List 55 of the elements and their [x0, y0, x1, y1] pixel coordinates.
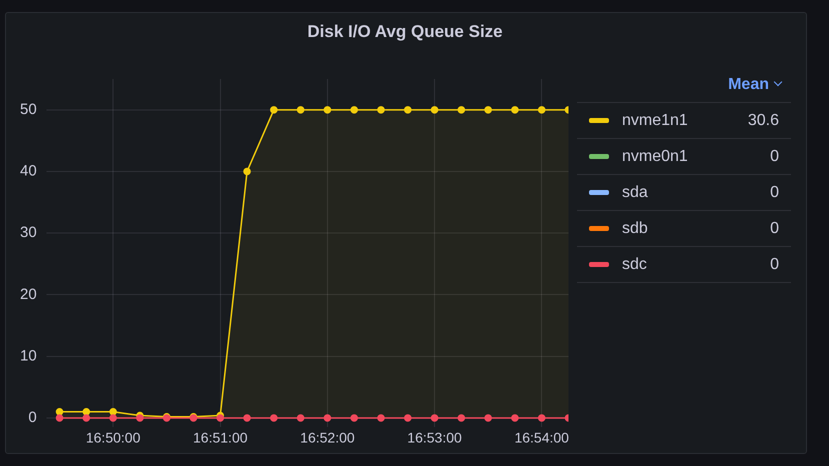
point	[56, 414, 64, 422]
x-tick-label: 16:51:00	[193, 429, 248, 446]
point	[296, 106, 304, 114]
point	[484, 106, 492, 114]
legend-title: Mean	[728, 76, 769, 93]
y-tick-label: 30	[20, 224, 37, 242]
point	[56, 408, 64, 416]
point	[377, 414, 385, 422]
y-tick-label: 10	[20, 347, 37, 364]
point	[296, 414, 304, 422]
legend-label: nvme0n1	[622, 148, 689, 166]
legend-label: sdb	[622, 220, 649, 238]
point	[109, 414, 117, 422]
point	[511, 106, 519, 114]
text: 30.6	[748, 112, 780, 130]
y-tick-label: 40	[20, 162, 37, 180]
point	[82, 408, 90, 416]
x-tick-label: 16:50:00	[86, 429, 141, 446]
text: 0	[770, 148, 780, 166]
point	[270, 106, 278, 114]
point	[430, 106, 438, 114]
x-tick-label: 16:52:00	[300, 429, 355, 446]
point	[511, 414, 519, 422]
y-tick-label: 20	[20, 286, 37, 303]
legend-label: nvme1n1	[622, 112, 689, 130]
point	[270, 414, 278, 422]
point	[109, 408, 117, 416]
x-tick-label: 16:53:00	[407, 429, 462, 446]
y-tick-label: 0	[28, 409, 37, 426]
x-tick-label: 16:54:00	[514, 429, 570, 446]
point	[458, 414, 466, 422]
point	[136, 414, 144, 422]
point	[324, 414, 332, 422]
y-tick-label: 50	[20, 100, 37, 118]
point	[377, 106, 385, 114]
chart-title: Disk I/O Avg Queue Size	[306, 22, 504, 42]
text: 0	[770, 220, 780, 238]
point	[350, 414, 358, 422]
point	[538, 414, 546, 422]
point	[430, 414, 438, 422]
point	[243, 168, 251, 176]
point	[404, 414, 412, 422]
text: 0	[770, 184, 780, 202]
point	[484, 414, 492, 422]
point	[243, 414, 251, 422]
legend-label: sdc	[622, 256, 648, 274]
point	[538, 106, 546, 114]
point	[350, 106, 358, 114]
point	[82, 414, 90, 422]
point	[458, 106, 466, 114]
text: 0	[770, 256, 780, 274]
legend-label: sda	[622, 184, 649, 202]
point	[404, 106, 412, 114]
point	[324, 106, 332, 114]
point	[216, 414, 224, 422]
